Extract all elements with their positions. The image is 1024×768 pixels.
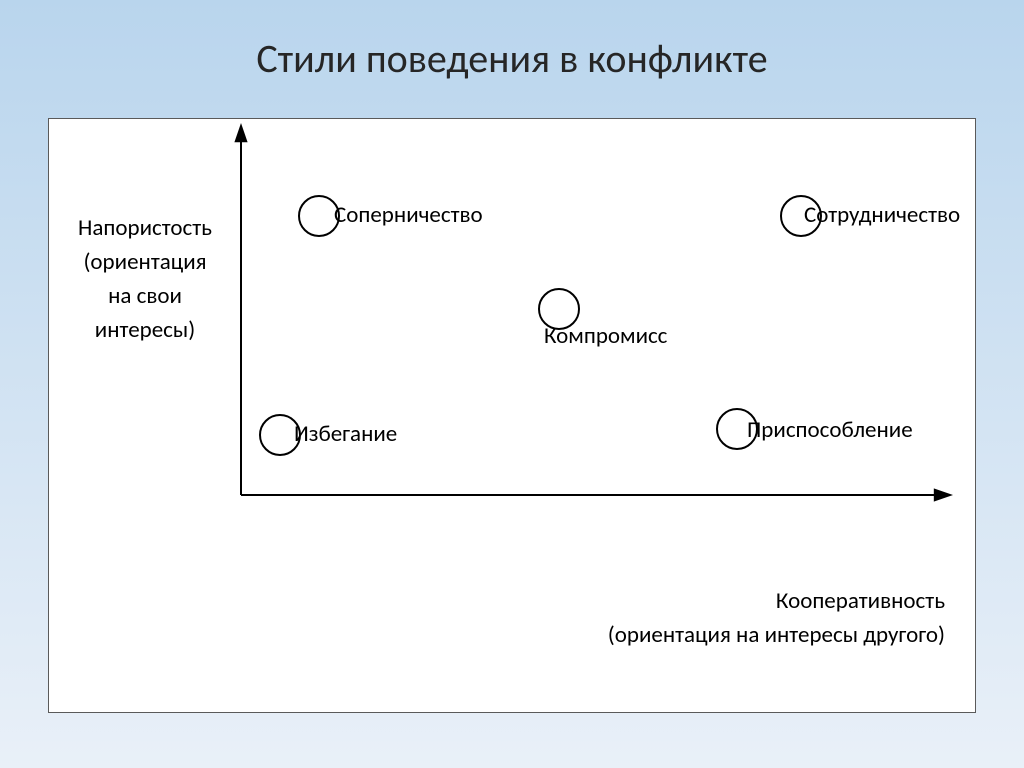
node-competition-label: Соперничество	[334, 201, 483, 229]
page-title: Стили поведения в конфликте	[0, 34, 1024, 83]
slide: Стили поведения в конфликте Напористость…	[0, 0, 1024, 768]
diagram-panel: Напористость(ориентацияна своиинтересы) …	[48, 118, 976, 713]
x-axis-label: Кооперативность(ориентация на интересы д…	[608, 584, 945, 652]
node-accommodation-label: Приспособление	[747, 416, 913, 444]
y-axis-label-line: (ориентация	[59, 245, 231, 279]
x-axis-label-line: Кооперативность	[608, 584, 945, 618]
node-avoidance-label: Избегание	[294, 420, 397, 448]
y-axis-label: Напористость(ориентацияна своиинтересы)	[59, 211, 231, 347]
y-axis-label-line: на свои	[59, 279, 231, 313]
y-axis-label-line: Напористость	[59, 211, 231, 245]
node-collaboration-label: Сотрудничество	[804, 201, 960, 229]
x-axis-label-line: (ориентация на интересы другого)	[608, 618, 945, 652]
y-axis-label-line: интересы)	[59, 313, 231, 347]
conflict-styles-diagram: Напористость(ориентацияна своиинтересы) …	[49, 119, 975, 712]
node-compromise-label: Компромисс	[544, 322, 667, 350]
